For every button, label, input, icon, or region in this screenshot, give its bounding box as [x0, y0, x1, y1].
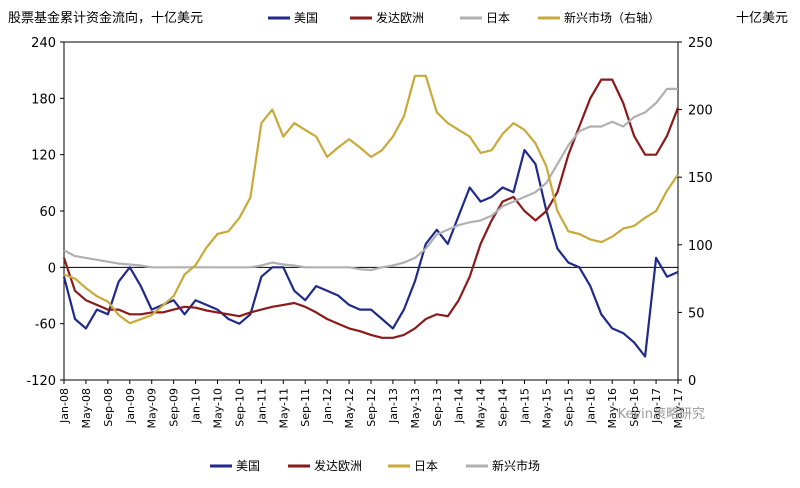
x-tick-label: Sep-12 — [365, 388, 378, 427]
y-left-tick-label: 0 — [48, 261, 56, 276]
y-axis-left: 240 180 120 60 0 -60 -120 — [26, 36, 64, 389]
x-tick-label: May-15 — [540, 388, 553, 429]
x-tick-label: May-13 — [409, 388, 422, 429]
y-axis-right: 250 200 150 100 50 0 — [678, 36, 713, 389]
x-tick-label: May-12 — [343, 388, 356, 429]
x-tick-label: Sep-10 — [233, 388, 246, 427]
x-tick-label: May-14 — [475, 388, 488, 429]
x-tick-label: Sep-14 — [497, 388, 510, 427]
x-tick-label: May-17 — [672, 388, 685, 429]
legend-label: 美国 — [294, 11, 318, 25]
x-axis: Jan-08 May-08 Sep-08 Jan-09 May-09 Sep-09 Jan-… — [58, 380, 685, 429]
legend-top: 美国 发达欧洲 日本 新兴市场（右轴） — [268, 10, 660, 25]
y-left-tick-label: 120 — [31, 149, 56, 164]
legend-label: 发达欧洲 — [314, 458, 362, 473]
right-axis-title: 十亿美元 — [736, 11, 788, 26]
y-left-tick-label: 60 — [39, 205, 56, 220]
x-tick-label: Jan-15 — [519, 388, 532, 424]
plot-frame — [63, 41, 679, 381]
y-left-tick-label: -120 — [26, 374, 56, 389]
x-tick-label: Jan-12 — [321, 388, 334, 424]
x-tick-label: Jan-10 — [190, 388, 203, 424]
x-tick-label: May-16 — [606, 388, 619, 429]
y-right-tick-label: 150 — [688, 171, 713, 186]
x-tick-label: Sep-09 — [168, 388, 181, 427]
y-right-tick-label: 50 — [688, 306, 705, 321]
x-tick-label: May-11 — [277, 388, 290, 429]
x-tick-label: Sep-11 — [299, 388, 312, 427]
x-tick-label: Sep-16 — [628, 388, 641, 427]
chart-title: 股票基金累计资金流向，十亿美元 — [8, 10, 203, 26]
x-tick-label: Jan-17 — [650, 388, 663, 424]
y-left-tick-label: 180 — [31, 92, 56, 107]
legend-bottom: 美国 发达欧洲 日本 新兴市场 — [210, 458, 540, 473]
series-line-新兴市场 — [63, 74, 679, 325]
x-tick-label: Sep-08 — [102, 388, 115, 427]
x-tick-label: May-09 — [146, 388, 159, 429]
x-tick-label: Jan-08 — [58, 388, 71, 424]
series-line-日本 — [63, 87, 678, 272]
y-right-tick-label: 100 — [688, 239, 713, 254]
x-tick-label: Sep-15 — [562, 388, 575, 427]
x-tick-label: May-08 — [80, 388, 93, 429]
x-tick-label: Jan-13 — [387, 388, 400, 424]
y-right-tick-label: 0 — [688, 374, 696, 389]
y-right-tick-label: 250 — [688, 36, 713, 51]
x-tick-label: May-10 — [212, 388, 225, 429]
series-line-发达欧洲 — [62, 78, 680, 339]
legend-label: 新兴市场（右轴） — [564, 10, 660, 25]
x-tick-label: Jan-14 — [453, 388, 466, 424]
y-left-tick-label: -60 — [35, 318, 56, 333]
x-tick-label: Jan-11 — [255, 388, 268, 424]
y-right-tick-label: 200 — [688, 104, 713, 119]
x-tick-label: Jan-16 — [584, 388, 597, 424]
legend-label: 日本 — [486, 11, 510, 25]
y-left-tick-label: 240 — [31, 36, 56, 51]
legend-label: 发达欧洲 — [376, 10, 424, 25]
x-tick-label: Sep-13 — [431, 388, 444, 427]
legend-label: 美国 — [236, 459, 260, 473]
legend-label: 新兴市场 — [492, 458, 540, 473]
series-line-美国 — [62, 148, 679, 358]
legend-label: 日本 — [414, 459, 438, 473]
series-group — [62, 74, 680, 358]
x-tick-label: Jan-09 — [124, 388, 137, 424]
watermark: Kevin策略研究 — [618, 406, 705, 422]
